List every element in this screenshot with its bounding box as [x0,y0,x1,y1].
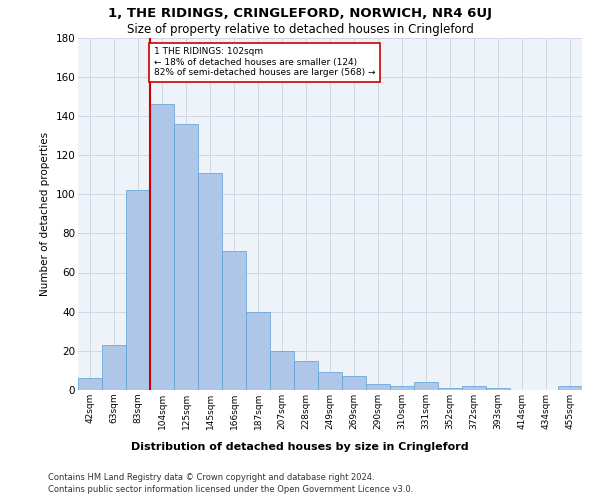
Bar [174,124,198,390]
Bar [390,386,414,390]
Bar [198,172,222,390]
Bar [414,382,438,390]
Bar [294,360,318,390]
Bar [222,251,246,390]
Text: Contains HM Land Registry data © Crown copyright and database right 2024.: Contains HM Land Registry data © Crown c… [48,472,374,482]
Text: Size of property relative to detached houses in Cringleford: Size of property relative to detached ho… [127,22,473,36]
Bar [150,104,174,390]
Bar [342,376,366,390]
Y-axis label: Number of detached properties: Number of detached properties [40,132,50,296]
Bar [462,386,486,390]
Text: 1, THE RIDINGS, CRINGLEFORD, NORWICH, NR4 6UJ: 1, THE RIDINGS, CRINGLEFORD, NORWICH, NR… [108,8,492,20]
Bar [78,378,102,390]
Text: 1 THE RIDINGS: 102sqm
← 18% of detached houses are smaller (124)
82% of semi-det: 1 THE RIDINGS: 102sqm ← 18% of detached … [154,48,375,77]
Bar [366,384,390,390]
Bar [270,351,294,390]
Bar [486,388,510,390]
Text: Contains public sector information licensed under the Open Government Licence v3: Contains public sector information licen… [48,485,413,494]
Text: Distribution of detached houses by size in Cringleford: Distribution of detached houses by size … [131,442,469,452]
Bar [438,388,462,390]
Bar [246,312,270,390]
Bar [558,386,582,390]
Bar [126,190,150,390]
Bar [318,372,342,390]
Bar [102,345,126,390]
